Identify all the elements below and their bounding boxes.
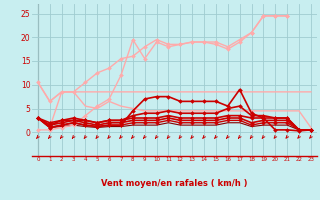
X-axis label: Vent moyen/en rafales ( km/h ): Vent moyen/en rafales ( km/h ) bbox=[101, 179, 248, 188]
